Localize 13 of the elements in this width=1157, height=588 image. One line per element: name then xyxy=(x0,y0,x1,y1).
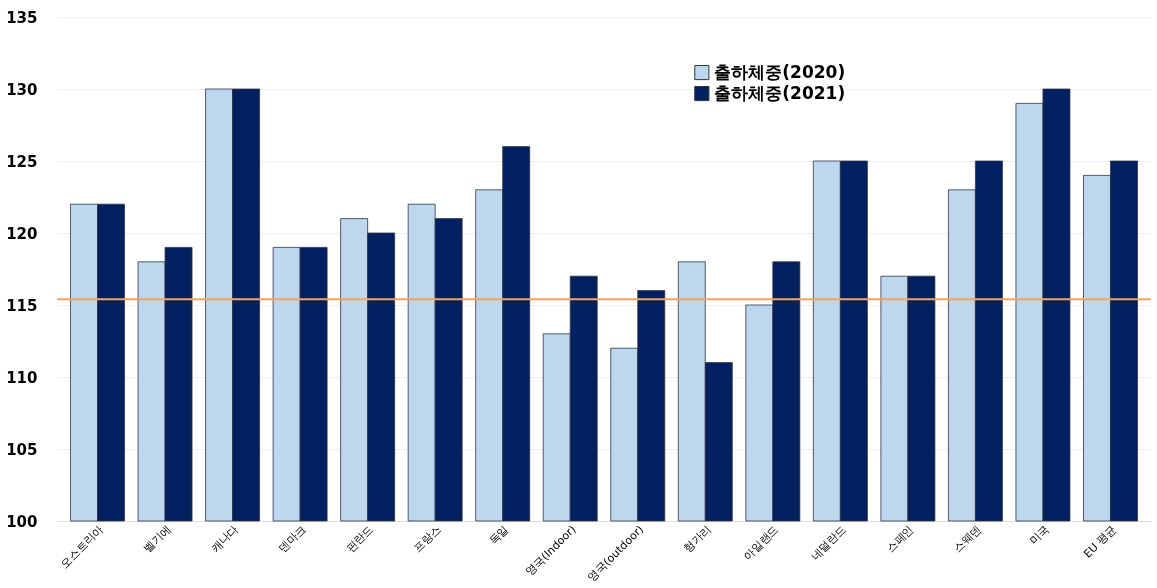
y-tick-label: 125 xyxy=(6,152,38,171)
x-tick-label: 독일 xyxy=(486,522,512,548)
y-tick-label: 115 xyxy=(6,296,38,315)
x-tick-label: 미국 xyxy=(1026,522,1052,548)
y-tick-label: 110 xyxy=(6,368,38,387)
y-tick-label: 105 xyxy=(6,440,38,459)
y-tick-label: 100 xyxy=(6,512,38,531)
y-tick-label: 130 xyxy=(6,80,38,99)
legend-label: 출하체중(2020) xyxy=(714,61,846,82)
legend-label: 출하체중(2021) xyxy=(714,82,846,103)
y-tick-label: 120 xyxy=(6,224,38,243)
x-tick-label: EU 평균 xyxy=(1081,522,1119,561)
y-tick-label: 135 xyxy=(6,8,38,27)
